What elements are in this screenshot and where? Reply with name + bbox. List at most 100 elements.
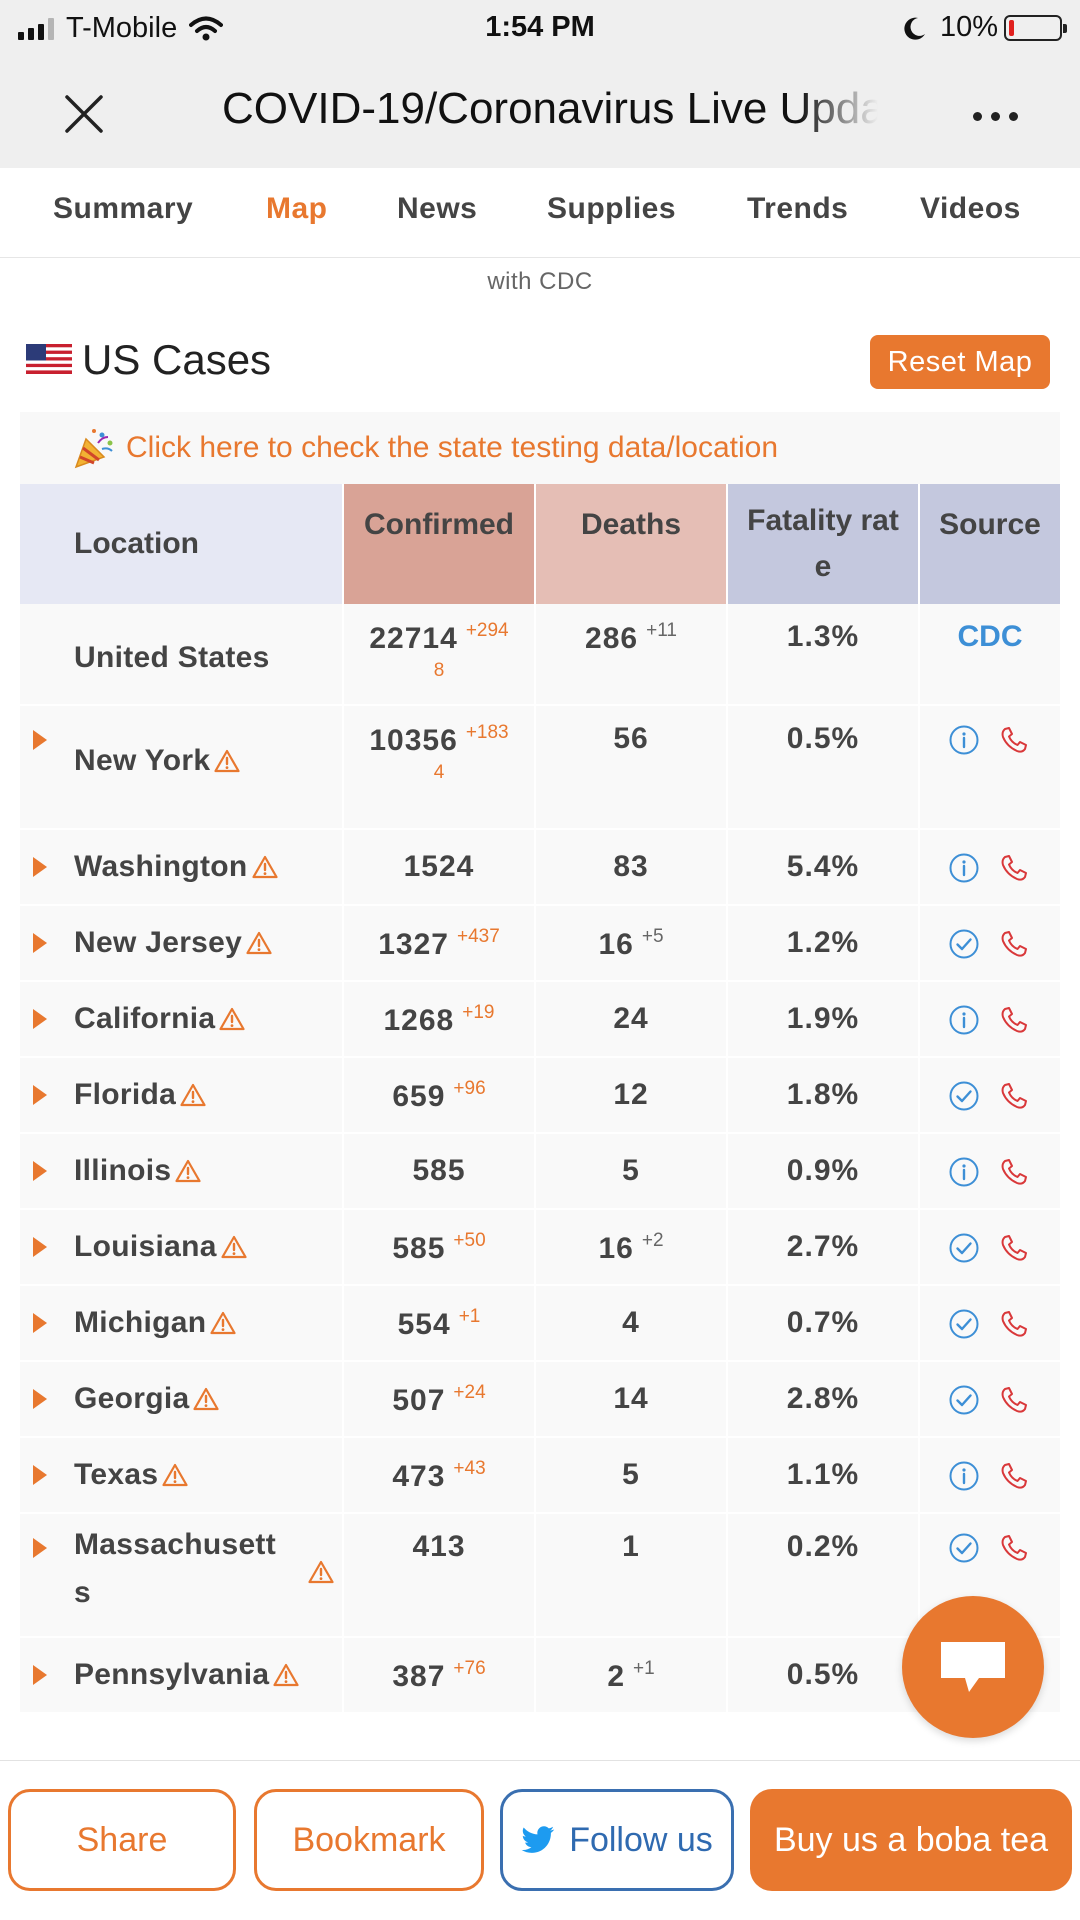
info-icon[interactable] — [948, 852, 980, 884]
twitter-icon — [521, 1826, 555, 1853]
table-row[interactable]: Pennsylvania 387 +76 2 +1 0.5% — [20, 1638, 1060, 1714]
more-dot-icon — [1008, 111, 1018, 121]
table-row[interactable]: Illinois 585 5 0.9% — [20, 1134, 1060, 1210]
verified-check-icon[interactable] — [948, 1532, 980, 1564]
phone-icon[interactable] — [998, 1080, 1030, 1112]
more-dot-icon — [990, 111, 1000, 121]
table-row[interactable]: Texas 473 +43 5 1.1% — [20, 1438, 1060, 1514]
confirmed-new: +43 — [453, 1458, 486, 1479]
deaths-count: 2 +1 — [607, 1658, 655, 1693]
verified-check-icon[interactable] — [948, 1232, 980, 1264]
source-icons — [948, 1308, 1030, 1340]
source-icons — [948, 1004, 1030, 1036]
cases-table: Location Confirmed Deaths Fatality rat e… — [20, 484, 1060, 1714]
header-location[interactable]: Location — [20, 484, 342, 604]
expand-arrow-icon[interactable] — [33, 1665, 47, 1685]
expand-arrow-icon[interactable] — [33, 1465, 47, 1485]
location-name: Illinois — [74, 1154, 202, 1188]
verified-check-icon[interactable] — [948, 1308, 980, 1340]
expand-arrow-icon[interactable] — [33, 730, 47, 750]
phone-icon[interactable] — [998, 1156, 1030, 1188]
source-icons — [948, 1532, 1030, 1564]
confirmed-new: +24 — [453, 1382, 486, 1403]
tab-videos[interactable]: Videos — [920, 192, 1021, 225]
info-icon[interactable] — [948, 1156, 980, 1188]
expand-arrow-icon[interactable] — [33, 1161, 47, 1181]
table-row[interactable]: Louisiana 585 +50 16 +2 2.7% — [20, 1210, 1060, 1286]
expand-arrow-icon[interactable] — [33, 1389, 47, 1409]
location-name: California — [74, 1002, 245, 1036]
battery-fill — [1009, 19, 1014, 36]
tab-map[interactable]: Map — [266, 192, 328, 225]
confirmed-count: 585 +50 — [392, 1230, 486, 1265]
table-row[interactable]: Georgia 507 +24 14 2.8% — [20, 1362, 1060, 1438]
info-icon[interactable] — [948, 1004, 980, 1036]
header-deaths[interactable]: Deaths — [536, 484, 726, 604]
tab-summary[interactable]: Summary — [53, 192, 194, 225]
source-icons — [948, 1156, 1030, 1188]
tab-supplies[interactable]: Supplies — [547, 192, 677, 225]
table-row[interactable]: Massachusett s 413 1 0.2% — [20, 1514, 1060, 1638]
bookmark-button[interactable]: Bookmark — [254, 1789, 484, 1891]
verified-check-icon[interactable] — [948, 1080, 980, 1112]
location-name: New Jersey — [74, 926, 272, 960]
fatality-rate: 5.4% — [786, 850, 860, 883]
verified-check-icon[interactable] — [948, 928, 980, 960]
chat-button[interactable] — [902, 1596, 1044, 1738]
confirmed-new-wrap: 4 — [433, 762, 445, 783]
expand-arrow-icon[interactable] — [33, 1237, 47, 1257]
expand-arrow-icon[interactable] — [33, 933, 47, 953]
header-confirmed[interactable]: Confirmed — [344, 484, 534, 604]
expand-arrow-icon[interactable] — [33, 1085, 47, 1105]
table-row[interactable]: California 1268 +19 24 1.9% — [20, 982, 1060, 1058]
table-row[interactable]: New Jersey 1327 +437 16 +5 1.2% — [20, 906, 1060, 982]
buy-boba-tea-button[interactable]: Buy us a boba tea — [750, 1789, 1072, 1891]
location-name: Pennsylvania — [74, 1658, 299, 1692]
follow-us-label: Follow us — [569, 1820, 713, 1859]
phone-icon[interactable] — [998, 1384, 1030, 1416]
reset-map-button[interactable]: Reset Map — [870, 335, 1050, 389]
cdc-source-link[interactable]: CDC — [957, 620, 1023, 653]
expand-arrow-icon[interactable] — [33, 1538, 47, 1558]
phone-icon[interactable] — [998, 724, 1030, 756]
info-icon[interactable] — [948, 724, 980, 756]
warning-icon — [162, 1463, 188, 1487]
table-row[interactable]: New York 10356 +183 4 56 0.5% — [20, 706, 1060, 830]
fatality-rate: 2.8% — [786, 1382, 860, 1415]
fatality-rate: 1.9% — [786, 1002, 860, 1035]
fatality-rate: 0.5% — [786, 722, 860, 755]
table-row[interactable]: Michigan 554 +1 4 0.7% — [20, 1286, 1060, 1362]
us-flag-icon — [26, 344, 72, 374]
tab-trends[interactable]: Trends — [747, 192, 849, 225]
tab-news[interactable]: News — [397, 192, 478, 225]
confirmed-count: 413 — [412, 1530, 466, 1563]
close-button[interactable] — [52, 86, 116, 142]
expand-arrow-icon[interactable] — [33, 1009, 47, 1029]
deaths-count: 24 — [613, 1002, 649, 1035]
warning-icon — [175, 1159, 202, 1183]
phone-icon[interactable] — [998, 1308, 1030, 1340]
testing-data-link[interactable]: Click here to check the state testing da… — [20, 412, 1060, 484]
phone-icon[interactable] — [998, 1232, 1030, 1264]
expand-arrow-icon[interactable] — [33, 1313, 47, 1333]
deaths-count: 16 +5 — [598, 926, 664, 961]
source-icons — [948, 1080, 1030, 1112]
follow-us-button[interactable]: Follow us — [500, 1789, 734, 1891]
phone-icon[interactable] — [998, 928, 1030, 960]
table-row[interactable]: Florida 659 +96 12 1.8% — [20, 1058, 1060, 1134]
location-name-line2: s — [74, 1576, 91, 1609]
info-icon[interactable] — [948, 1460, 980, 1492]
phone-icon[interactable] — [998, 1460, 1030, 1492]
table-row[interactable]: Washington 1524 83 5.4% — [20, 830, 1060, 906]
verified-check-icon[interactable] — [948, 1384, 980, 1416]
fatality-rate: 1.8% — [786, 1078, 860, 1111]
source-icons — [948, 852, 1030, 884]
phone-icon[interactable] — [998, 1532, 1030, 1564]
phone-icon[interactable] — [998, 852, 1030, 884]
phone-icon[interactable] — [998, 1004, 1030, 1036]
header-fatality-rate[interactable]: Fatality rat e — [728, 484, 918, 604]
share-button[interactable]: Share — [8, 1789, 236, 1891]
expand-arrow-icon[interactable] — [33, 857, 47, 877]
more-options-button[interactable] — [960, 96, 1030, 136]
confirmed-count: 554 +1 — [397, 1306, 481, 1341]
